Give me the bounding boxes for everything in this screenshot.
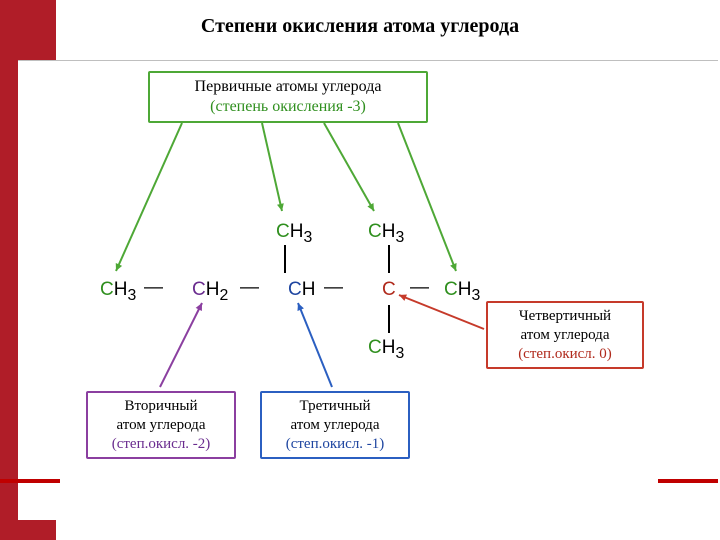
carbon-label: C [368, 221, 382, 242]
subscript: 3 [395, 229, 404, 246]
hydrogen-label: H [302, 279, 316, 300]
hydrogen-label: H [114, 279, 128, 300]
hydrogen-label: H [382, 337, 396, 358]
tertiary-line2: (степ.окисл. -1) [272, 435, 398, 454]
secondary-line1b: атом углерода [98, 416, 224, 435]
page-title: Степени окисления атома углерода [0, 15, 720, 38]
bond-vertical [388, 245, 390, 273]
carbon-label: C [444, 279, 458, 300]
bond-horizontal: — [410, 277, 427, 299]
red-rule-left [0, 479, 60, 483]
bond-horizontal: — [324, 277, 341, 299]
tertiary-atom-box: Третичный атом углерода (степ.окисл. -1) [260, 391, 410, 459]
quaternary-line2: (степ.окисл. 0) [498, 345, 632, 364]
bond-horizontal: — [240, 277, 257, 299]
hydrogen-label: H [290, 221, 304, 242]
atom-ch3-left: CH3 [100, 279, 136, 305]
atom-ch3-bottom: CH3 [368, 337, 404, 363]
bond-vertical [388, 305, 390, 333]
carbon-label: C [368, 337, 382, 358]
quaternary-line1b: атом углерода [498, 326, 632, 345]
atom-ch3-right: CH3 [444, 279, 480, 305]
hydrogen-label: H [458, 279, 472, 300]
atom-c: C [382, 279, 396, 301]
carbon-label: C [192, 279, 206, 300]
atom-ch: CH [288, 279, 315, 301]
primary-line2: (степень окисления -3) [160, 97, 416, 117]
secondary-line2: (степ.окисл. -2) [98, 435, 224, 454]
subscript: 3 [395, 345, 404, 362]
subscript: 3 [471, 287, 480, 304]
secondary-atom-box: Вторичный атом углерода (степ.окисл. -2) [86, 391, 236, 459]
subscript: 3 [303, 229, 312, 246]
tertiary-line1: Третичный [272, 397, 398, 416]
quaternary-line1: Четвертичный [498, 307, 632, 326]
bond-horizontal: — [144, 277, 161, 299]
subscript: 2 [219, 287, 228, 304]
hydrogen-label: H [382, 221, 396, 242]
bond-vertical [284, 245, 286, 273]
diagram-canvas: Первичные атомы углерода (степень окисле… [18, 60, 718, 520]
hydrogen-label: H [206, 279, 220, 300]
primary-line1: Первичные атомы углерода [160, 77, 416, 97]
atom-ch3-top-left: CH3 [276, 221, 312, 247]
secondary-line1: Вторичный [98, 397, 224, 416]
carbon-label: C [382, 279, 396, 300]
tertiary-line1b: атом углерода [272, 416, 398, 435]
carbon-label: C [288, 279, 302, 300]
carbon-label: C [100, 279, 114, 300]
primary-atoms-box: Первичные атомы углерода (степень окисле… [148, 71, 428, 123]
atom-ch2: CH2 [192, 279, 228, 305]
red-rule-right [658, 479, 718, 483]
carbon-label: C [276, 221, 290, 242]
subscript: 3 [127, 287, 136, 304]
quaternary-atom-box: Четвертичный атом углерода (степ.окисл. … [486, 301, 644, 369]
atom-ch3-top-right: CH3 [368, 221, 404, 247]
